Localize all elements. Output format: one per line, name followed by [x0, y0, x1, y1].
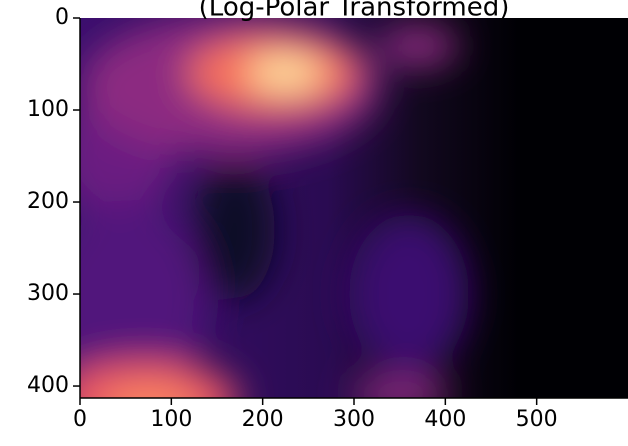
- x-tick-label: 300: [333, 407, 375, 432]
- x-tick-label: 200: [242, 407, 284, 432]
- image: [80, 18, 628, 398]
- y-tick-label: 0: [55, 5, 69, 30]
- x-tick-label: 100: [150, 407, 192, 432]
- chart-title: (Log-Polar Transformed): [199, 0, 510, 23]
- y-tick-label: 400: [27, 373, 69, 398]
- x-tick-label: 0: [73, 407, 87, 432]
- y-tick-label: 300: [27, 281, 69, 306]
- y-tick-label: 200: [27, 189, 69, 214]
- x-tick-label: 500: [516, 407, 558, 432]
- y-tick-label: 100: [27, 97, 69, 122]
- x-tick-label: 400: [424, 407, 466, 432]
